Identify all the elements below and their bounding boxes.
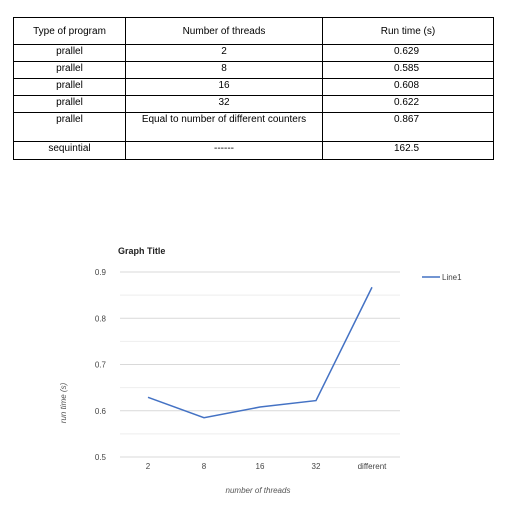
cell-threads: ------ bbox=[125, 141, 323, 160]
x-tick-label: 16 bbox=[256, 462, 265, 471]
y-tick-label: 0.9 bbox=[95, 268, 107, 277]
cell-threads: 2 bbox=[125, 44, 323, 62]
cell-runtime: 0.629 bbox=[322, 44, 494, 62]
cell-runtime: 0.622 bbox=[322, 95, 494, 113]
x-tick-label: 2 bbox=[146, 462, 151, 471]
cell-threads: 16 bbox=[125, 78, 323, 96]
legend-label: Line1 bbox=[442, 273, 462, 282]
cell-runtime: 0.585 bbox=[322, 61, 494, 79]
header-type: Type of program bbox=[13, 17, 126, 45]
x-tick-label: different bbox=[358, 462, 388, 471]
table-row: prallel 32 0.622 bbox=[13, 95, 494, 113]
x-tick-label: 32 bbox=[312, 462, 321, 471]
table-row: prallel 2 0.629 bbox=[13, 44, 494, 62]
y-tick-label: 0.5 bbox=[95, 453, 107, 462]
y-tick-label: 0.6 bbox=[95, 407, 107, 416]
table-header-row: Type of program Number of threads Run ti… bbox=[13, 17, 494, 45]
chart-series bbox=[147, 286, 373, 419]
y-axis-title: run time (s) bbox=[59, 382, 68, 423]
cell-type: prallel bbox=[13, 78, 126, 96]
x-axis-ticks: 2 8 16 32 different bbox=[146, 462, 387, 471]
x-tick-label: 8 bbox=[202, 462, 207, 471]
y-tick-label: 0.8 bbox=[95, 314, 107, 323]
cell-type: sequintial bbox=[13, 141, 126, 160]
y-tick-label: 0.7 bbox=[95, 361, 107, 370]
runtime-table: Type of program Number of threads Run ti… bbox=[13, 17, 494, 160]
cell-type: prallel bbox=[13, 61, 126, 79]
table-row: prallel 8 0.585 bbox=[13, 61, 494, 79]
header-threads: Number of threads bbox=[125, 17, 323, 45]
table-row: prallel 16 0.608 bbox=[13, 78, 494, 96]
cell-runtime: 0.608 bbox=[322, 78, 494, 96]
chart-legend: Line1 bbox=[422, 273, 462, 282]
cell-type: prallel bbox=[13, 112, 126, 142]
header-runtime: Run time (s) bbox=[322, 17, 494, 45]
cell-threads: Equal to number of different counters bbox=[125, 112, 323, 142]
table-row: prallel Equal to number of different cou… bbox=[13, 112, 494, 142]
table-row: sequintial ------ 162.5 bbox=[13, 141, 494, 160]
x-axis-title: number of threads bbox=[226, 486, 291, 495]
cell-type: prallel bbox=[13, 95, 126, 113]
cell-threads: 32 bbox=[125, 95, 323, 113]
cell-runtime: 0.867 bbox=[322, 112, 494, 142]
series-line bbox=[147, 286, 373, 419]
runtime-line-chart: Graph Title 0.9 0.8 0.7 0.6 0.5 2 8 16 32 differ… bbox=[59, 246, 462, 495]
cell-runtime: 162.5 bbox=[322, 141, 494, 160]
chart-title: Graph Title bbox=[118, 246, 165, 256]
cell-threads: 8 bbox=[125, 61, 323, 79]
cell-type: prallel bbox=[13, 44, 126, 62]
chart-gridlines bbox=[120, 271, 400, 458]
y-axis-ticks: 0.9 0.8 0.7 0.6 0.5 bbox=[95, 268, 107, 462]
